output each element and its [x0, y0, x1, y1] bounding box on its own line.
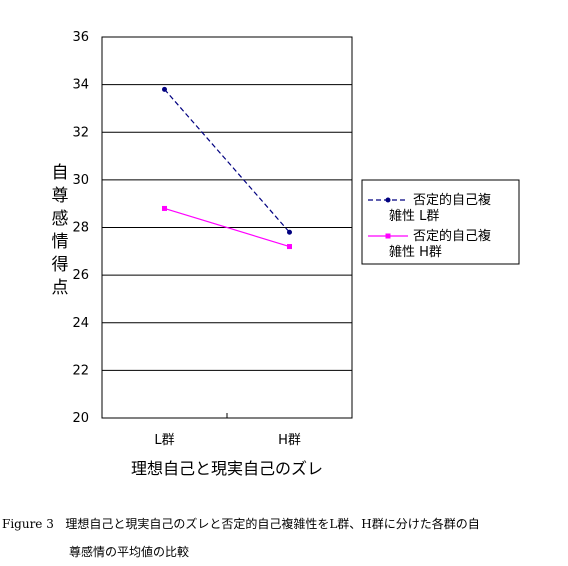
series-layer [162, 86, 292, 250]
y-axis-label-char: 自 [52, 163, 69, 183]
caption-text-line2: 尊感情の平均値の比較 [69, 545, 190, 559]
y-tick-label: 22 [72, 363, 89, 378]
x-tick-label: H群 [278, 433, 301, 448]
legend-entry: 否定的自己複雑性 H群 [368, 228, 491, 260]
line-chart: 20 22 24 26 28 30 32 34 36 L群 H群 理想自己と現実自己のズレ 自尊感… [52, 30, 520, 478]
y-tick-labels: 20 22 24 26 28 30 32 34 36 [72, 30, 89, 426]
y-tick-label: 28 [72, 221, 89, 236]
series-line [164, 207, 290, 248]
y-tick-label: 30 [72, 173, 89, 188]
legend-swatch-marker [385, 197, 391, 203]
y-tick-label: 32 [72, 125, 89, 140]
data-point [162, 86, 167, 92]
legend-label: 否定的自己複雑性 H群 [389, 228, 491, 260]
y-tick-label: 36 [72, 30, 89, 45]
y-tick-label: 20 [72, 411, 89, 426]
figure-caption: Figure 3 理想自己と現実自己のズレと否定的自己複雑性をL群、H群に分けた… [2, 510, 564, 566]
data-point [287, 229, 292, 235]
figure-label: Figure 3 [2, 517, 54, 531]
data-point [287, 244, 292, 250]
legend-box [361, 179, 520, 265]
legend-swatch-marker [385, 233, 391, 239]
y-tick-label: 26 [72, 268, 89, 283]
data-point [162, 205, 167, 211]
x-axis-label: 理想自己と現実自己のズレ [131, 459, 323, 478]
y-axis-label-char: 情 [52, 232, 69, 252]
legend-entry: 否定的自己複雑性 L群 [368, 192, 491, 224]
y-tick-label: 24 [72, 316, 89, 331]
grid-lines [102, 84, 352, 371]
y-axis-label-char: 点 [52, 278, 69, 298]
y-axis-label-char: 感 [52, 209, 69, 229]
x-tick-label: L群 [154, 433, 174, 448]
y-axis-label-char: 尊 [52, 186, 69, 206]
caption-text-line1: 理想自己と現実自己のズレと否定的自己複雑性をL群、H群に分けた各群の自 [65, 517, 480, 531]
x-tick-labels: L群 H群 [101, 413, 353, 448]
y-tick-label: 34 [72, 78, 89, 93]
legend-label: 否定的自己複雑性 L群 [389, 192, 491, 224]
y-axis-label-char: 得 [52, 255, 69, 275]
series-line [164, 88, 290, 233]
